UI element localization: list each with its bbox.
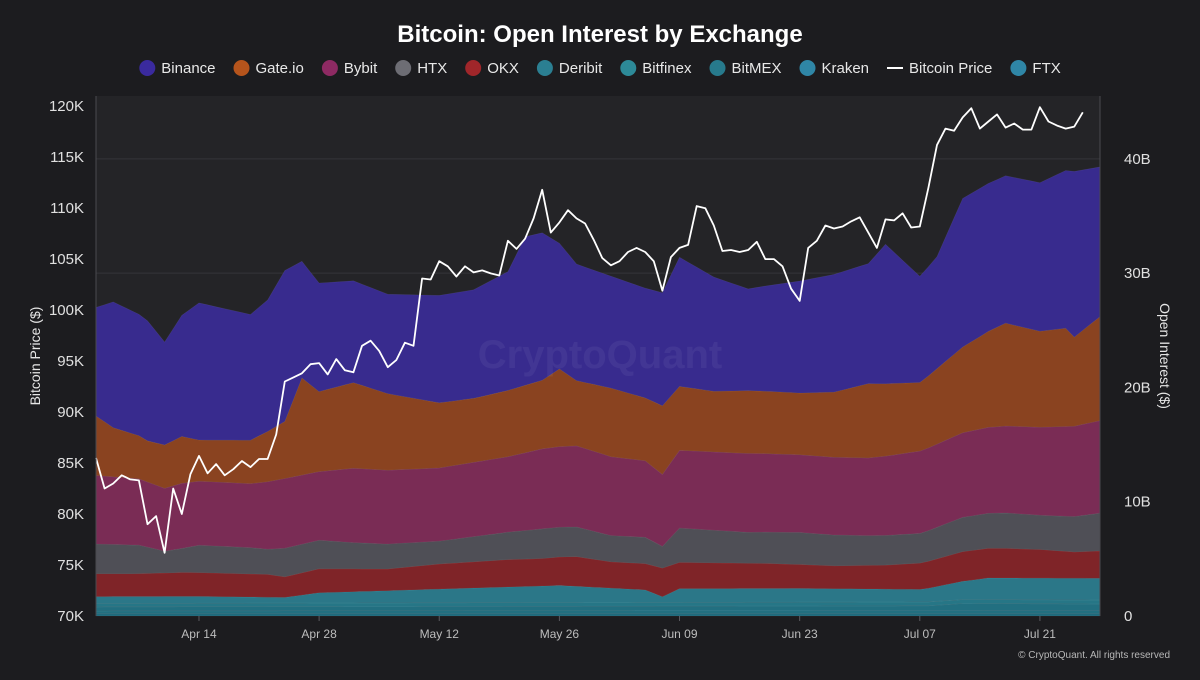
stacked-areas bbox=[95, 166, 1101, 617]
bitcoin-price-line bbox=[95, 106, 1084, 554]
x-tick-4: Jun 09 bbox=[662, 627, 698, 641]
left-tick-8: 110K bbox=[50, 200, 84, 217]
legend-label-bybit: Bybit bbox=[344, 60, 378, 77]
right-axis-label: Open Interest ($) bbox=[1157, 303, 1173, 409]
x-tick-3: May 26 bbox=[540, 627, 580, 641]
chart-title: Bitcoin: Open Interest by Exchange bbox=[397, 21, 802, 48]
legend-label-ftx: FTX bbox=[1032, 60, 1060, 77]
legend-label-bitcoin-price: Bitcoin Price bbox=[909, 60, 992, 77]
x-tick-6: Jul 07 bbox=[904, 627, 936, 641]
legend-item-binance[interactable]: Binance bbox=[139, 60, 216, 77]
legend-marker-ftx bbox=[1010, 60, 1027, 76]
left-tick-3: 85K bbox=[57, 455, 84, 472]
legend-marker-gate-io bbox=[233, 60, 250, 76]
legend-marker-deribit bbox=[536, 60, 553, 76]
left-tick-5: 95K bbox=[57, 353, 84, 370]
legend-marker-bitfinex bbox=[620, 60, 637, 76]
right-tick-4: 40B bbox=[1124, 151, 1151, 168]
left-axis-label: Bitcoin Price ($) bbox=[27, 307, 43, 406]
legend-item-bitfinex[interactable]: Bitfinex bbox=[620, 60, 692, 77]
legend-item-bybit[interactable]: Bybit bbox=[321, 60, 378, 77]
x-tick-1: Apr 28 bbox=[301, 627, 337, 641]
legend-item-gate-io[interactable]: Gate.io bbox=[233, 60, 304, 77]
legend-item-htx[interactable]: HTX bbox=[395, 60, 447, 77]
x-axis-ticks: Apr 14 Apr 28 May 12 May 26 Jun 09 Jun 23 Jul … bbox=[181, 616, 1056, 641]
left-tick-7: 105K bbox=[49, 251, 84, 268]
legend-label-bitmex: BitMEX bbox=[732, 60, 782, 77]
right-tick-3: 30B bbox=[1124, 265, 1151, 282]
x-tick-0: Apr 14 bbox=[181, 627, 217, 641]
legend-marker-okx bbox=[465, 60, 482, 76]
left-tick-4: 90K bbox=[57, 404, 84, 421]
left-tick-6: 100K bbox=[49, 302, 84, 319]
left-tick-1: 75K bbox=[57, 557, 84, 574]
legend-label-bitfinex: Bitfinex bbox=[642, 60, 692, 77]
legend-item-deribit[interactable]: Deribit bbox=[536, 60, 603, 77]
right-tick-2: 20B bbox=[1124, 379, 1151, 396]
left-tick-2: 80K bbox=[57, 506, 84, 523]
legend-item-bitmex[interactable]: BitMEX bbox=[709, 60, 782, 77]
left-tick-10: 120K bbox=[49, 98, 84, 115]
x-tick-2: May 12 bbox=[420, 627, 460, 641]
legend-item-okx[interactable]: OKX bbox=[465, 60, 519, 77]
legend-label-binance: Binance bbox=[161, 60, 215, 77]
legend: Binance Gate.io Bybit HTX OKX Deribit Bitfinex… bbox=[139, 60, 1061, 77]
right-tick-0: 0 bbox=[1124, 608, 1132, 625]
right-tick-1: 10B bbox=[1124, 494, 1151, 511]
x-tick-5: Jun 23 bbox=[782, 627, 818, 641]
legend-marker-bybit bbox=[321, 60, 338, 76]
legend-item-bitcoin-price[interactable]: Bitcoin Price bbox=[887, 60, 992, 77]
left-tick-9: 115K bbox=[50, 149, 84, 166]
legend-item-kraken[interactable]: Kraken bbox=[799, 60, 870, 77]
x-tick-7: Jul 21 bbox=[1024, 627, 1056, 641]
legend-label-okx: OKX bbox=[487, 60, 519, 77]
legend-label-htx: HTX bbox=[417, 60, 447, 77]
area-ftx bbox=[95, 613, 1101, 617]
price-line-layer bbox=[95, 106, 1084, 554]
legend-label-gate-io: Gate.io bbox=[256, 60, 304, 77]
left-tick-0: 70K bbox=[57, 608, 84, 625]
legend-label-kraken: Kraken bbox=[822, 60, 870, 77]
copyright-notice: © CryptoQuant. All rights reserved bbox=[1018, 650, 1170, 661]
legend-item-ftx[interactable]: FTX bbox=[1010, 60, 1061, 77]
legend-label-deribit: Deribit bbox=[559, 60, 603, 77]
watermark: CryptoQuant bbox=[478, 333, 722, 377]
legend-marker-binance bbox=[139, 60, 156, 76]
legend-marker-htx bbox=[395, 60, 412, 76]
legend-marker-kraken bbox=[799, 60, 816, 76]
legend-marker-bitmex bbox=[709, 60, 726, 76]
right-axis-ticks: 0 10B 20B 30B 40B bbox=[1124, 151, 1151, 625]
left-axis-ticks: 70K 75K 80K 85K 90K 95K 100K 105K 110K 115K 120K bbox=[49, 98, 84, 625]
